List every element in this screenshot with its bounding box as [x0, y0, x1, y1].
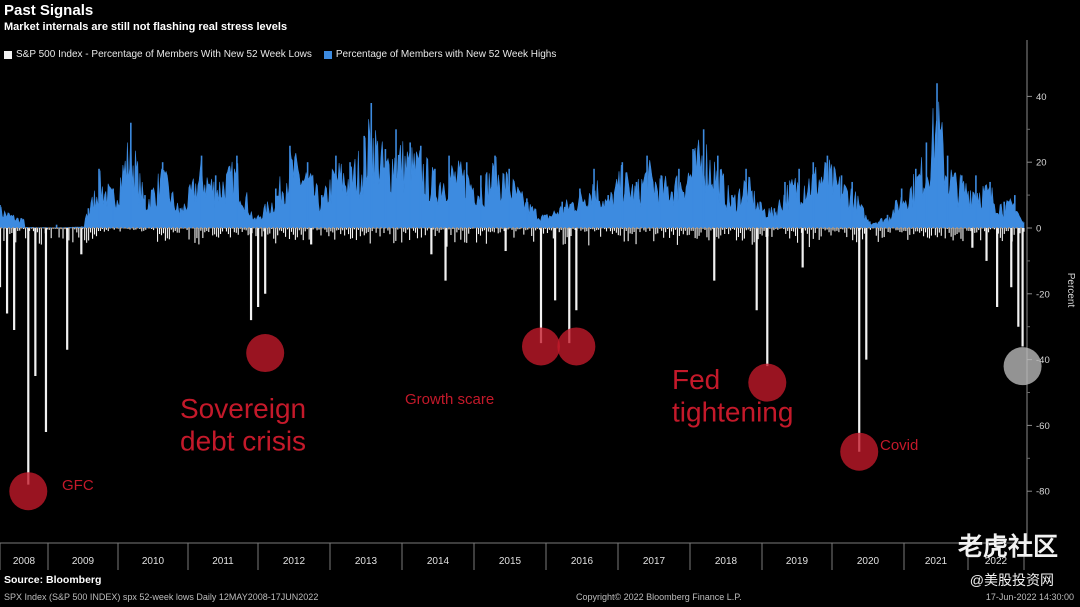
x-tick-label: 2022	[985, 556, 1008, 567]
annotation-marker	[557, 327, 596, 366]
y-axis-label: Percent	[1065, 273, 1076, 308]
footer-copyright: Copyright© 2022 Bloomberg Finance L.P.	[576, 592, 742, 602]
x-tick-label: 2018	[715, 556, 738, 567]
x-tick-label: 2020	[857, 556, 880, 567]
chart-legend: S&P 500 Index - Percentage of Members Wi…	[4, 49, 556, 60]
footer-left: SPX Index (S&P 500 INDEX) spx 52-week lo…	[4, 592, 319, 602]
legend-label-highs: Percentage of Members with New 52 Week H…	[335, 49, 557, 60]
chart-subtitle: Market internals are still not flashing …	[4, 21, 288, 33]
series-highs-area	[0, 101, 1025, 229]
x-axis-band	[0, 543, 1024, 569]
legend-swatch-lows	[4, 50, 12, 59]
annotation-label: debt crisis	[180, 425, 306, 456]
chart-title: Past Signals	[4, 2, 94, 19]
annotation-label: Growth scare	[405, 391, 494, 408]
x-tick-label: 2015	[499, 556, 522, 567]
annotation-marker	[840, 432, 879, 471]
annotation-marker	[748, 363, 787, 402]
annotation-marker	[246, 334, 285, 373]
legend-swatch-highs	[323, 50, 332, 59]
y-tick-label: 40	[1036, 92, 1047, 103]
current-marker	[1003, 347, 1042, 386]
annotation-label: tightening	[672, 396, 793, 427]
annotation-label: Sovereign	[180, 393, 306, 424]
y-tick-label: 0	[1036, 224, 1041, 235]
y-tick-label: -80	[1036, 487, 1050, 498]
y-tick-label: -60	[1036, 421, 1050, 432]
annotation-label: Fed	[672, 364, 720, 395]
annotation-label: GFC	[62, 477, 94, 494]
annotation-label: Covid	[880, 437, 918, 454]
watermark-subtext: @美股投资网	[969, 572, 1054, 588]
x-tick-label: 2013	[355, 556, 378, 567]
source-label: Source: Bloomberg	[4, 574, 102, 586]
x-tick-label: 2011	[212, 556, 234, 567]
watermark-text: 老虎社区	[957, 533, 1058, 561]
y-tick-label: -20	[1036, 289, 1050, 300]
x-tick-label: 2009	[72, 556, 95, 567]
x-tick-label: 2019	[786, 556, 809, 567]
y-tick-label: -40	[1036, 355, 1050, 366]
footer-timestamp: 17-Jun-2022 14:30:00	[985, 592, 1074, 602]
x-tick-label: 2008	[13, 556, 36, 567]
x-tick-label: 2010	[142, 556, 165, 567]
x-tick-label: 2016	[571, 556, 594, 567]
y-tick-label: 20	[1036, 158, 1047, 169]
x-tick-label: 2021	[925, 556, 948, 567]
x-tick-label: 2012	[283, 556, 306, 567]
annotation-marker	[9, 472, 48, 511]
legend-label-lows: S&P 500 Index - Percentage of Members Wi…	[16, 49, 312, 60]
x-tick-label: 2017	[643, 556, 666, 567]
x-tick-label: 2014	[427, 556, 450, 567]
annotation-marker	[521, 327, 560, 366]
